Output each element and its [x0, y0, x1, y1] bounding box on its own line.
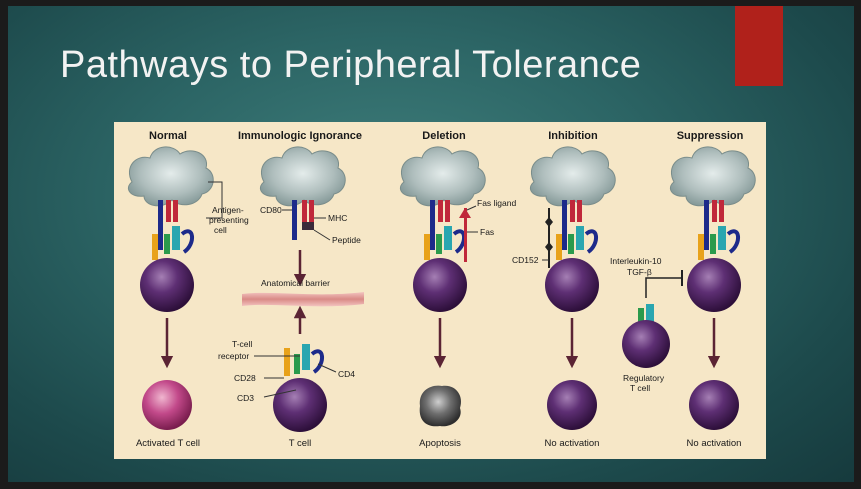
outcome-normal: Activated T cell: [136, 438, 200, 449]
label-fas-ligand: Fas ligand: [477, 198, 516, 208]
heading-deletion: Deletion: [422, 130, 466, 142]
regulatory-receptor: [638, 304, 654, 322]
label-apc-2: presenting: [209, 215, 249, 225]
apc-inhibition: [530, 146, 616, 207]
heading-normal: Normal: [149, 130, 187, 142]
t-cell-suppression: [687, 258, 741, 312]
receptor-normal: [152, 200, 194, 260]
accent-bar: [735, 6, 783, 86]
apc-deletion: [400, 146, 486, 207]
receptor-deletion: [424, 200, 471, 262]
apc-ignorance: [260, 146, 346, 207]
outcome-deletion: Apoptosis: [419, 438, 461, 449]
slide: Pathways to Peripheral Tolerance: [8, 6, 854, 482]
outcome-ignorance: T cell: [289, 438, 312, 449]
label-mhc: MHC: [328, 213, 347, 223]
receptor-inhibition: [545, 200, 598, 268]
anatomical-barrier: [242, 292, 364, 307]
leader-peptide: [313, 229, 331, 241]
label-apc-1: Antigen-: [212, 205, 244, 215]
label-cd3: CD3: [237, 393, 254, 403]
label-tcr-2: receptor: [218, 351, 249, 361]
no-activation-cell-1: [547, 380, 597, 430]
label-peptide: Peptide: [332, 235, 361, 245]
tolerance-diagram: Normal Immunologic Ignorance Deletion In…: [128, 130, 756, 449]
t-cell-ignorance: [273, 378, 327, 432]
leader-cd3: [263, 389, 297, 398]
label-barrier: Anatomical barrier: [261, 278, 330, 288]
heading-suppression: Suppression: [677, 130, 744, 142]
tolerance-figure: Normal Immunologic Ignorance Deletion In…: [114, 122, 766, 459]
t-cell-inhibition: [545, 258, 599, 312]
leader-cd4: [317, 363, 337, 373]
t-cell-deletion: [413, 258, 467, 312]
label-treg-1: Regulatory: [623, 373, 665, 383]
label-il10: Interleukin-10: [610, 256, 662, 266]
receptor-ignorance-apc: [292, 200, 314, 240]
label-tcr-1: T-cell: [232, 339, 252, 349]
receptor-ignorance-tcell: [284, 344, 324, 376]
label-cd80: CD80: [260, 205, 282, 215]
t-cell-normal: [140, 258, 194, 312]
label-cd152: CD152: [512, 255, 539, 265]
receptor-suppression: [698, 200, 740, 260]
apc-cells: [128, 146, 756, 207]
no-activation-cell-2: [689, 380, 739, 430]
label-tgf: TGF-β: [627, 267, 652, 277]
outcome-inhibition: No activation: [545, 438, 600, 449]
label-cd4: CD4: [338, 369, 355, 379]
label-apc-3: cell: [214, 225, 227, 235]
label-cd28: CD28: [234, 373, 256, 383]
activated-t-cell: [142, 380, 192, 430]
inhibition-line: [645, 277, 682, 298]
outcome-suppression: No activation: [687, 438, 742, 449]
apc-suppression: [670, 146, 756, 207]
leader-fasl: [466, 205, 477, 211]
heading-ignorance: Immunologic Ignorance: [238, 130, 362, 142]
slide-title: Pathways to Peripheral Tolerance: [60, 44, 642, 86]
apoptotic-cell: [419, 385, 462, 427]
leader-apc: [206, 181, 223, 219]
regulatory-t-cell: [622, 320, 670, 368]
apc-normal: [128, 146, 214, 207]
label-treg-2: T cell: [630, 383, 650, 393]
label-fas: Fas: [480, 227, 494, 237]
heading-inhibition: Inhibition: [548, 130, 598, 142]
